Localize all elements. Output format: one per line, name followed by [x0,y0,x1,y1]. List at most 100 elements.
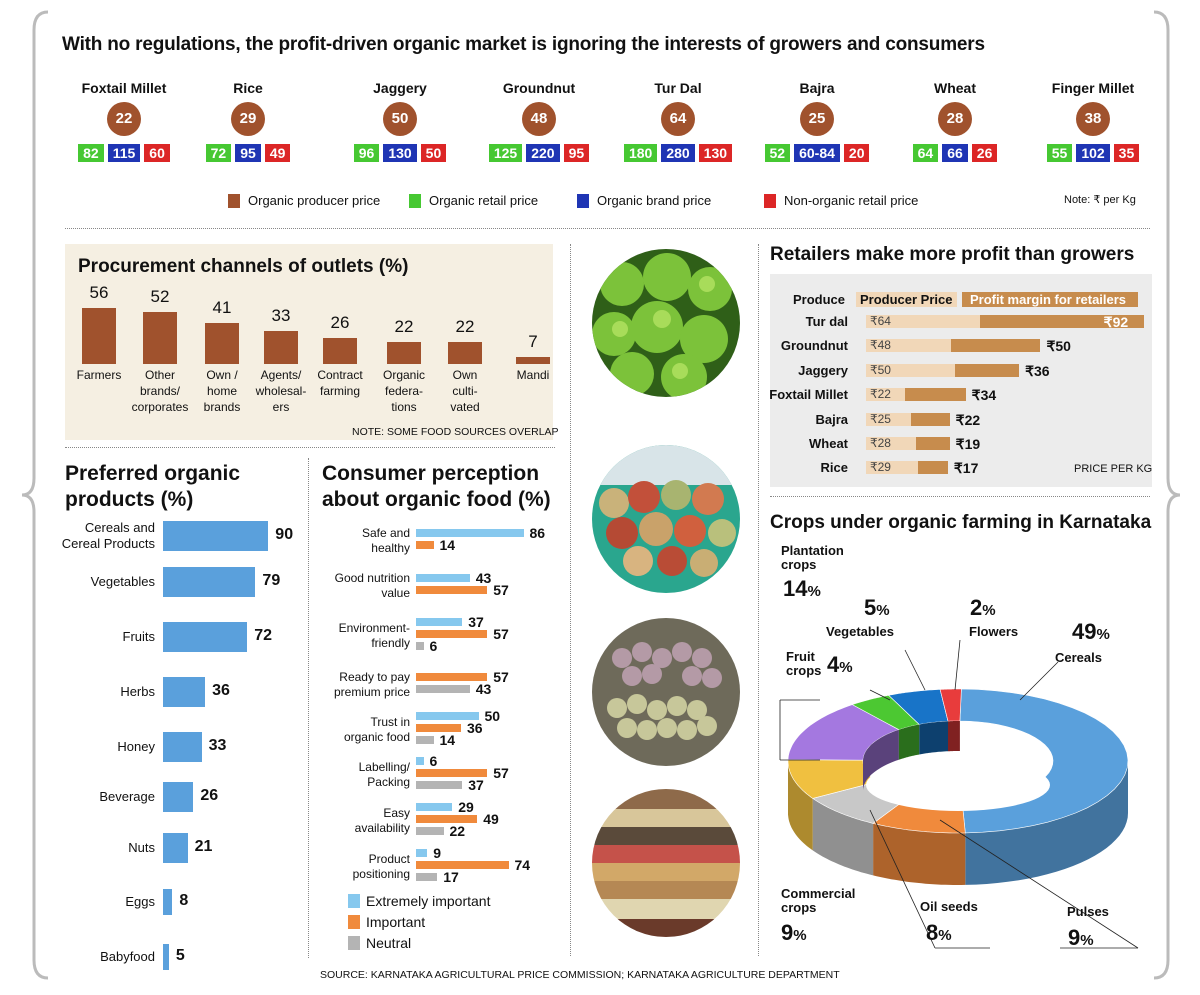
producer-price-bar: ₹64 [866,315,980,328]
brand-price-box: 280 [661,144,695,162]
divider [65,228,1150,229]
legend-label: Organic retail price [429,193,539,208]
preferred-label: Nuts [55,840,155,856]
crop-price-group: Jaggery 50 96 130 50 [325,80,475,162]
preferred-label: Fruits [55,629,156,645]
percent-sign: % [807,583,821,600]
preferred-title: Preferred organic products (%) [65,461,240,513]
donut-label: Commercial crops [781,886,856,915]
label-line: Cereals and [84,520,155,535]
brand-price-box: 66 [942,144,968,162]
label-line: value [381,586,410,600]
label-line: ers [272,400,290,414]
label-line: Ready to pay [339,670,410,684]
procurement-label: Own / home brands [184,367,260,415]
price-boxes: 55 102 35 [1018,144,1168,162]
retailer-margin-value: ₹92 [1103,314,1129,330]
percent-value: 5 [864,595,877,620]
producer-price-bar: ₹25 [866,413,911,426]
price-boxes: 125 220 95 [464,144,614,162]
price-legend: Organic producer price Organic retail pr… [0,193,1200,213]
crop-name: Finger Millet [1051,80,1135,96]
preferred-label: Beverage [55,789,155,805]
perception-value: 14 [439,537,456,553]
crop-price-group: Groundnut 48 125 220 95 [464,80,614,162]
crop-name: Groundnut [502,80,576,96]
nonorganic-price-box: 95 [563,144,590,162]
procurement-label: Farmers [61,367,137,383]
perception-value: 22 [449,823,466,839]
donut-label: Pulses [1067,904,1109,919]
perception-bar [416,529,524,537]
preferred-bar [163,567,256,597]
right-brace [1153,10,1181,980]
donut-percent: 2% [970,595,996,621]
perception-value: 57 [493,765,509,781]
producer-price-bar: ₹28 [866,437,916,450]
procurement-bar [448,342,482,364]
producer-price-bar: ₹22 [866,388,906,401]
crop-name: Rice [233,80,263,96]
retailer-margin-bar [955,364,1020,377]
label-line: healthy [371,541,410,555]
donut-slice [939,688,962,722]
price-boxes: 64 66 26 [880,144,1030,162]
label-line: Easy [383,806,410,820]
perception-bar [416,873,438,881]
label-line: corporates [131,400,189,414]
perception-value: 86 [529,525,546,541]
label-line: availability [354,821,410,835]
perception-bar [416,586,488,594]
source-note: SOURCE: KARNATAKA AGRICULTURAL PRICE COM… [320,969,840,981]
legend-swatch [409,193,421,208]
donut-inner-wall [948,721,960,752]
procurement-label: Contract farming [302,367,378,399]
producer-price-badge: 25 [800,102,834,136]
retail-price-box: 64 [912,144,939,162]
donut-slice-wall [873,823,966,885]
label-line: federa- [384,384,424,398]
preferred-value: 79 [262,572,281,589]
grains-photo [592,789,740,937]
label-line: Organic [382,368,426,382]
donut-label: Oil seeds [920,899,978,914]
crop-price-group: Bajra 25 52 60-84 20 [742,80,892,162]
procurement-title: Procurement channels of outlets (%) [78,256,409,277]
retailers-col-margin: Profit margin for retailers [962,292,1138,307]
perception-bar [416,574,470,582]
perception-label: Good nutrition value [300,571,410,601]
donut-label: Plantation crops [781,543,844,572]
perception-bar [416,815,478,823]
label-line: wholesal- [255,384,307,398]
brand-price-box: 130 [383,144,417,162]
label-line: culti- [452,384,478,398]
procurement-value: 33 [271,306,291,325]
retailers-title: Retailers make more profit than growers [770,244,1135,265]
donut-slice-wall [812,798,874,876]
label-line: Beverage [99,789,155,804]
percent-sign: % [1080,932,1094,949]
preferred-label: Cereals and Cereal Products [55,520,155,552]
perception-bar [416,712,479,720]
crop-name: Jaggery [373,80,427,96]
procurement-value: 41 [212,298,232,317]
divider [570,244,571,956]
producer-price-badge: 29 [231,102,265,136]
producer-price-bar: ₹29 [866,461,918,474]
donut-inner-wall [919,721,948,755]
leader-line [904,649,926,691]
perception-label: Trust in organic food [300,715,410,745]
legend-label: Organic producer price [248,193,381,208]
retailer-margin-bar [951,339,1041,352]
legend-swatch [348,894,360,908]
retail-price-box: 125 [488,144,523,162]
perception-value: 14 [439,732,456,748]
donut-percent: 5% [864,595,890,621]
retail-price-box: 180 [623,144,658,162]
procurement-bar [205,323,239,364]
retailers-produce-label: Wheat [809,436,848,451]
producer-price-bar: ₹48 [866,339,952,352]
procurement-label: Own culti-vated [427,367,503,415]
preferred-value: 72 [254,627,273,644]
percent-sign: % [876,602,890,619]
